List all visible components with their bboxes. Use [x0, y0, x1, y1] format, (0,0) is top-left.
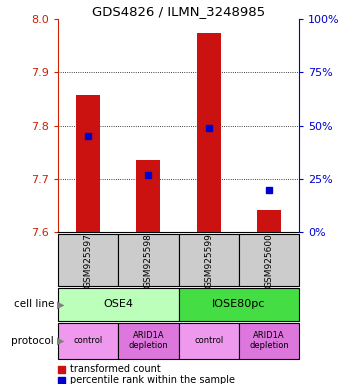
Bar	[118, 234, 178, 286]
Bar	[178, 288, 299, 321]
Bar	[118, 323, 178, 359]
Bar	[136, 161, 160, 232]
Text: GSM925597: GSM925597	[83, 233, 92, 288]
Bar	[58, 234, 118, 286]
Text: control: control	[73, 336, 103, 345]
Bar	[239, 234, 299, 286]
Bar	[178, 323, 239, 359]
Title: GDS4826 / ILMN_3248985: GDS4826 / ILMN_3248985	[92, 5, 265, 18]
Text: GSM925600: GSM925600	[265, 233, 274, 288]
Text: ▶: ▶	[57, 336, 64, 346]
Text: control: control	[194, 336, 223, 345]
Text: ARID1A
depletion: ARID1A depletion	[128, 331, 168, 350]
Text: ARID1A
depletion: ARID1A depletion	[249, 331, 289, 350]
Text: IOSE80pc: IOSE80pc	[212, 299, 266, 310]
Bar	[76, 95, 100, 232]
Text: OSE4: OSE4	[103, 299, 133, 310]
Text: cell line: cell line	[14, 299, 54, 310]
Text: GSM925598: GSM925598	[144, 233, 153, 288]
Bar	[197, 33, 221, 232]
Text: GSM925599: GSM925599	[204, 233, 213, 288]
Bar	[257, 210, 281, 232]
Bar	[58, 323, 118, 359]
Text: transformed count: transformed count	[70, 364, 161, 374]
Text: percentile rank within the sample: percentile rank within the sample	[70, 375, 235, 384]
Bar	[178, 234, 239, 286]
Text: protocol: protocol	[12, 336, 54, 346]
Bar	[239, 323, 299, 359]
Text: ▶: ▶	[57, 299, 64, 310]
Bar	[58, 288, 178, 321]
